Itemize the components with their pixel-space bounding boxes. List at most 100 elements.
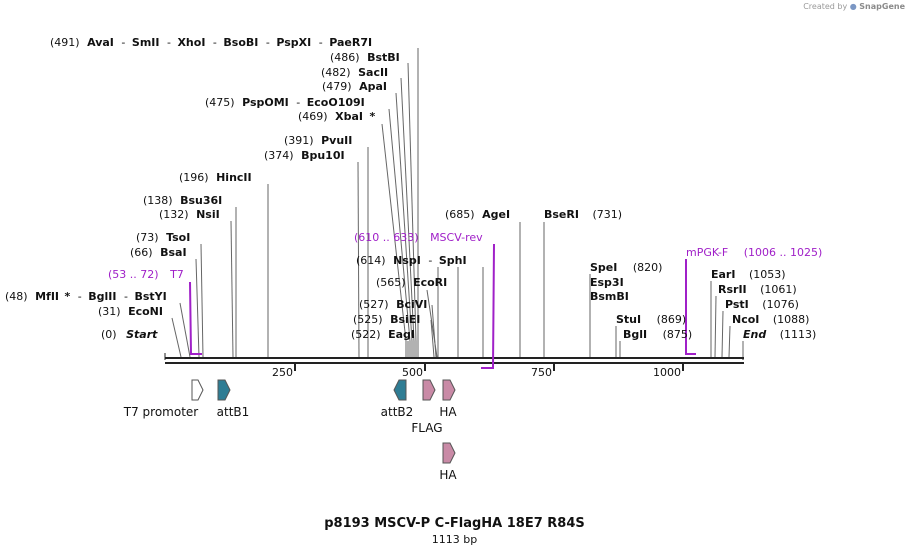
tick-label-1000: 1000 bbox=[653, 366, 681, 379]
enzyme-pos-sacii: (482) bbox=[321, 66, 351, 79]
svg-text:EarI (1053): EarI (1053) bbox=[711, 268, 786, 281]
enzyme-pos-bpu10i: (374) bbox=[264, 149, 294, 162]
svg-text:(196) HincII: (196) HincII bbox=[179, 171, 252, 184]
enzyme-pos-mfli: (48) bbox=[5, 290, 28, 303]
enzyme-pos-agei: (685) bbox=[445, 208, 475, 221]
enzyme-xbai-star: * bbox=[369, 110, 375, 123]
enzyme-stui: StuI bbox=[616, 313, 641, 326]
cut-line-bstbi bbox=[407, 62, 417, 342]
cut-line-nsii bbox=[230, 220, 234, 358]
feature-label-attb1: attB1 bbox=[217, 405, 250, 419]
enzyme-nsii: NsiI bbox=[196, 208, 220, 221]
enzyme-xhoi: XhoI bbox=[177, 36, 205, 49]
enzyme-bsmbi: BsmBI bbox=[590, 290, 629, 303]
enzyme-bgli: BglI bbox=[623, 328, 647, 341]
cut-line-nspi-b bbox=[431, 304, 437, 358]
cut-line-pspomi bbox=[388, 108, 411, 342]
enzyme-paer7i: PaeR7I bbox=[329, 36, 372, 49]
enzyme-sacii: SacII bbox=[358, 66, 388, 79]
enzyme-rsrii: RsrII bbox=[718, 283, 747, 296]
svg-text:BseRI (731): BseRI (731) bbox=[544, 208, 622, 221]
enzyme-labels: (491) AvaI - SmII - XhoI - BsoBI - PspXI… bbox=[5, 36, 816, 341]
cut-site-lines bbox=[171, 48, 744, 358]
enzyme-mfli-star: * bbox=[65, 290, 71, 303]
feature-label-attb2: attB2 bbox=[381, 405, 414, 419]
primer-mpgk-f: mPGK-F bbox=[686, 246, 728, 259]
enzyme-eari: EarI bbox=[711, 268, 735, 281]
feature-label-ha: HA bbox=[439, 405, 457, 419]
svg-text:(138) Bsu36I: (138) Bsu36I bbox=[143, 194, 222, 207]
enzyme-pos-nsii: (132) bbox=[159, 208, 189, 221]
enzyme-bglii: BglII bbox=[88, 290, 116, 303]
svg-text:(525) BsiEI: (525) BsiEI bbox=[353, 313, 420, 326]
cut-line-tsoi bbox=[200, 243, 204, 358]
svg-text:PstI (1076): PstI (1076) bbox=[725, 298, 799, 311]
enzyme-pos-bsiei: (525) bbox=[353, 313, 383, 326]
enzyme-psti: PstI bbox=[725, 298, 749, 311]
primer-range-mscv-rev: (610 .. 633) bbox=[354, 231, 419, 244]
svg-text:(685) AgeI: (685) AgeI bbox=[445, 208, 510, 221]
enzyme-bsobi: BsoBI bbox=[223, 36, 258, 49]
primer-mpgk-f-mark bbox=[685, 259, 696, 355]
cut-line-bpu10i bbox=[357, 161, 360, 358]
feature-flag-arrow bbox=[422, 379, 436, 401]
enzyme-pos-rsrii: (1061) bbox=[760, 283, 797, 296]
enzyme-smii: SmII bbox=[132, 36, 160, 49]
enzyme-hincii: HincII bbox=[216, 171, 252, 184]
svg-text:(527) BciVI: (527) BciVI bbox=[359, 298, 427, 311]
cut-line-apai bbox=[395, 92, 413, 342]
enzyme-xbai: XbaI bbox=[335, 110, 363, 123]
svg-text:(614) NspI -: (614) NspI - SphI bbox=[356, 254, 467, 267]
svg-text:(486) BstBI: (486) BstBI bbox=[330, 51, 400, 64]
enzyme-pos-hincii: (196) bbox=[179, 171, 209, 184]
svg-text:(73) TsoI: (73) TsoI bbox=[136, 231, 190, 244]
svg-text:(31) EcoNI: (31) EcoNI bbox=[98, 305, 163, 318]
credit-brand: SnapGene bbox=[859, 2, 905, 11]
snapgene-logo-icon: ● bbox=[849, 2, 857, 11]
cut-line-mfli bbox=[179, 302, 191, 358]
feature-label-flag: FLAG bbox=[411, 421, 442, 435]
svg-text:NcoI (1088): NcoI (1088) bbox=[732, 313, 809, 326]
enzyme-nspi: NspI bbox=[393, 254, 421, 267]
cut-line-sacii bbox=[400, 77, 415, 342]
enzyme-pspxi: PspXI bbox=[276, 36, 311, 49]
feature-attb1-arrow bbox=[217, 379, 231, 401]
enzyme-bsai: BsaI bbox=[160, 246, 186, 259]
enzyme-pos-econi: (31) bbox=[98, 305, 121, 318]
enzyme-pos-spei: (820) bbox=[633, 261, 663, 274]
cut-line-econi bbox=[171, 317, 182, 358]
svg-text:(132) NsiI: (132) NsiI bbox=[159, 208, 220, 221]
primer-marks bbox=[189, 243, 696, 369]
enzyme-ecoo109i: EcoO109I bbox=[307, 96, 365, 109]
cut-line-ncoi bbox=[728, 325, 731, 358]
enzyme-bsiei: BsiEI bbox=[390, 313, 420, 326]
enzyme-pos-pvuii: (391) bbox=[284, 134, 314, 147]
enzyme-pos-bstbi: (486) bbox=[330, 51, 360, 64]
svg-text:RsrII (1061): RsrII (1061) bbox=[718, 283, 797, 296]
svg-text:SpeI (820): SpeI (820) bbox=[590, 261, 662, 274]
tick-label-750: 750 bbox=[531, 366, 552, 379]
start-label: Start bbox=[126, 328, 158, 341]
primer-range-mpgk-f: (1006 .. 1025) bbox=[744, 246, 823, 259]
enzyme-mfli: MfII bbox=[35, 290, 59, 303]
tick-label-250: 250 bbox=[272, 366, 293, 379]
svg-text:(610 .. 633) MSCV-rev: (610 .. 633) MSCV-rev bbox=[354, 231, 483, 244]
primer-range-t7: (53 .. 72) bbox=[108, 268, 159, 281]
enzyme-bstyi: BstYI bbox=[134, 290, 166, 303]
svg-text:StuI (869): StuI (869) bbox=[616, 313, 686, 326]
svg-text:(479) ApaI: (479) ApaI bbox=[322, 80, 387, 93]
enzyme-pspomi: PspOMI bbox=[242, 96, 289, 109]
feature-ha-arrow bbox=[442, 379, 456, 401]
end-label: End bbox=[743, 328, 766, 341]
enzyme-pos-ecori: (565) bbox=[376, 276, 406, 289]
enzyme-pos-eagi: (522) bbox=[351, 328, 381, 341]
map-title: p8193 MSCV-P C-FlagHA 18E7 R84S bbox=[324, 516, 585, 531]
tick-marks: 250 500 750 1000 bbox=[272, 363, 684, 379]
end-pos: (1113) bbox=[780, 328, 817, 341]
enzyme-eagi: EagI bbox=[388, 328, 415, 341]
enzyme-apai: ApaI bbox=[359, 80, 387, 93]
svg-text:(475) PspOMI -: (475) PspOMI - EcoO109I bbox=[205, 96, 365, 109]
enzyme-pos-psti: (1076) bbox=[762, 298, 799, 311]
svg-text:BglI (875): BglI (875) bbox=[623, 328, 692, 341]
